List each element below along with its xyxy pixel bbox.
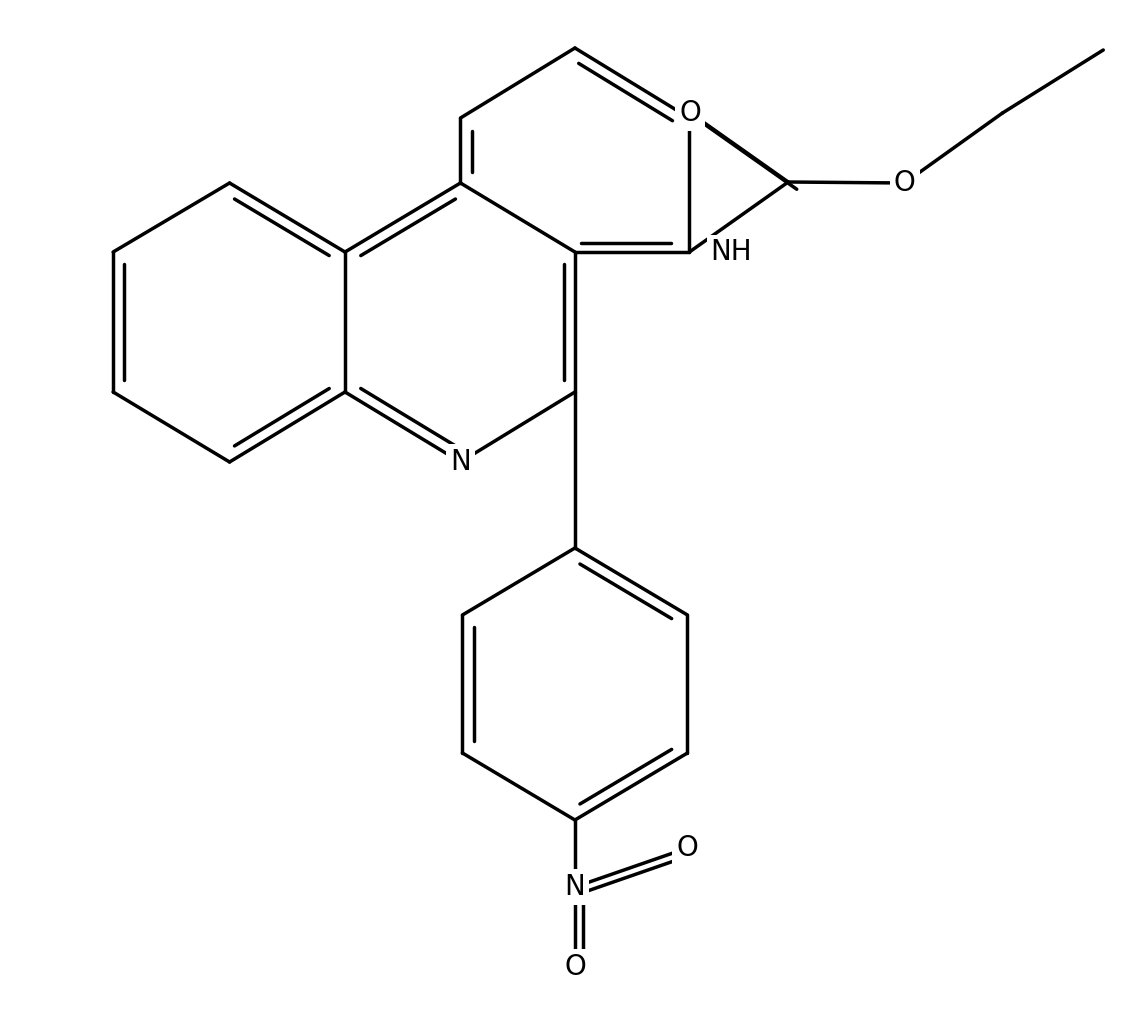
Text: N: N <box>564 873 586 901</box>
Text: O: O <box>676 834 698 862</box>
Text: O: O <box>893 169 915 197</box>
Text: O: O <box>564 953 586 981</box>
Text: NH: NH <box>710 238 752 266</box>
Text: N: N <box>450 448 471 476</box>
Text: O: O <box>680 98 701 127</box>
